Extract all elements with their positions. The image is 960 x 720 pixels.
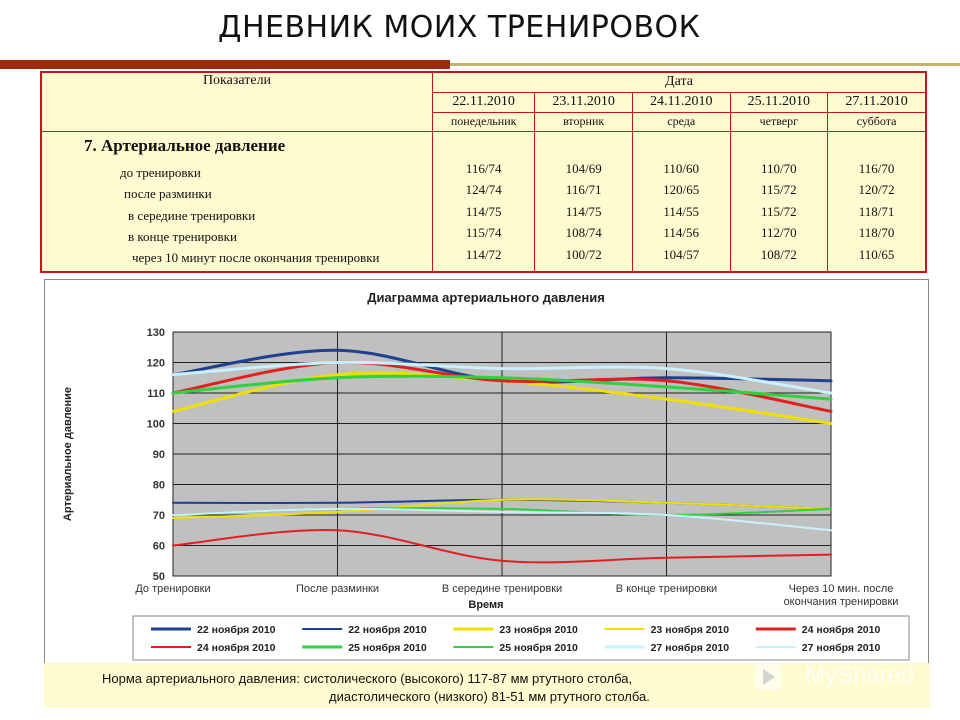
- values-column: 104/69 116/71 114/75 108/74 100/72: [534, 130, 633, 273]
- bp-value: 108/72: [760, 246, 797, 262]
- x-axis-label: Время: [468, 599, 503, 611]
- row-label: в конце тренировки: [128, 228, 237, 244]
- page-title: ДНЕВНИК МОИХ ТРЕНИРОВОК: [218, 10, 701, 45]
- bp-value: 108/74: [565, 225, 602, 240]
- y-tick-label: 70: [153, 510, 165, 522]
- date-cell: 22.11.2010: [431, 91, 536, 113]
- bp-value: 104/57: [663, 246, 700, 262]
- series-line-6: [171, 374, 833, 401]
- bp-value: 115/72: [761, 203, 797, 219]
- legend-label: 24 ноября 2010: [802, 624, 881, 636]
- y-axis-label: Артериальное давление: [62, 387, 74, 521]
- training-table: Показатели Дата 22.11.2010 23.11.2010 24…: [40, 71, 927, 273]
- legend-label: 25 ноября 2010: [499, 642, 578, 654]
- x-tick-label: В конце тренировки: [616, 583, 717, 595]
- bp-value: 114/75: [565, 203, 602, 219]
- bp-chart: Диаграмма артериального давления 50 60 70 80…: [62, 290, 910, 661]
- day-cell: суббота: [827, 111, 927, 132]
- chart-panel: Диаграмма артериального давления 50 60 70 80…: [44, 279, 929, 664]
- row-label: в середине тренировки: [128, 207, 256, 223]
- legend-box: [132, 615, 910, 661]
- date-cell: 25.11.2010: [729, 91, 829, 113]
- bp-value: 120/65: [663, 182, 700, 197]
- watermark-text: MyShared: [805, 662, 915, 689]
- header-indicators-label: Показатели: [202, 73, 272, 88]
- legend-label: 27 ноября 2010: [651, 642, 730, 654]
- legend-label: 23 ноября 2010: [499, 624, 578, 636]
- title-rule-light: [450, 63, 960, 66]
- legend-label: 24 ноября 2010: [197, 642, 276, 654]
- bp-value: 120/72: [858, 182, 895, 197]
- title-rule-dark: [0, 60, 450, 69]
- legend-label: 22 ноября 2010: [348, 624, 427, 636]
- bp-value: 116/74: [465, 160, 502, 176]
- note-line-2: диастолического (низкого) 81-51 мм ртутн…: [329, 689, 650, 704]
- series-line-5: [172, 528, 832, 564]
- values-column: 110/60 120/65 114/55 114/56 104/57: [631, 130, 731, 273]
- bp-value: 110/60: [663, 160, 700, 176]
- bp-value: 115/74: [465, 225, 502, 240]
- x-tick-label: После разминки: [296, 583, 379, 595]
- header-indicators: Показатели: [40, 71, 433, 132]
- section-label-cell: 7. Артериальное давление до тренировки п…: [40, 130, 433, 273]
- y-tick-label: 100: [147, 419, 165, 431]
- date-cell: 23.11.2010: [534, 91, 633, 113]
- chart-title: Диаграмма артериального давления: [367, 290, 605, 305]
- y-tick-label: 130: [147, 327, 165, 339]
- y-tick-label: 80: [153, 480, 165, 492]
- legend-label: 23 ноября 2010: [651, 624, 730, 636]
- x-tick-label: До тренировки: [135, 583, 210, 595]
- note-panel: Норма артериального давления: систоличес…: [44, 663, 930, 708]
- bp-value: 112/70: [761, 225, 797, 240]
- bp-value: 114/56: [663, 225, 700, 240]
- watermark-logo: [755, 664, 781, 690]
- bp-value: 104/69: [565, 160, 602, 176]
- values-column: 110/70 115/72 115/72 112/70 108/72: [729, 130, 829, 273]
- day-cell: среда: [631, 111, 731, 132]
- y-tick-label: 60: [153, 541, 165, 553]
- day-cell: четверг: [729, 111, 829, 132]
- y-tick-label: 50: [153, 571, 165, 583]
- bp-value: 118/71: [858, 203, 895, 219]
- y-tick-label: 90: [153, 449, 165, 461]
- x-tick-label-cont: окончания тренировки: [784, 596, 899, 608]
- day-cell: понедельник: [431, 111, 536, 132]
- x-tick-label: Через 10 мин. после: [789, 583, 894, 595]
- legend-label: 25 ноября 2010: [348, 642, 427, 654]
- legend-label: 27 ноября 2010: [802, 642, 881, 654]
- row-label: после разминки: [124, 185, 212, 201]
- date-cell: 27.11.2010: [827, 91, 927, 113]
- legend-label: 22 ноября 2010: [197, 624, 276, 636]
- bp-value: 114/55: [663, 203, 700, 219]
- x-tick-label: В середине тренировки: [442, 583, 562, 595]
- bp-value: 110/65: [858, 246, 895, 262]
- bp-value: 110/70: [761, 160, 797, 176]
- day-cell: вторник: [534, 111, 633, 132]
- values-column: 116/74 124/74 114/75 115/74 114/72: [431, 130, 536, 273]
- bp-value: 118/70: [858, 225, 895, 240]
- date-cell: 24.11.2010: [631, 91, 731, 113]
- bp-value: 114/72: [465, 246, 502, 262]
- values-column: 116/70 120/72 118/71 118/70 110/65: [827, 130, 927, 273]
- series-line-3: [172, 498, 832, 520]
- header-date: Дата: [432, 71, 927, 93]
- series-line-9: [172, 507, 832, 532]
- y-tick-label: 110: [147, 388, 165, 400]
- bp-value: 116/70: [858, 160, 895, 176]
- series-line-4: [171, 360, 833, 413]
- bp-value: 116/71: [565, 182, 602, 197]
- y-tick-label: 120: [147, 358, 165, 370]
- note-line-1: Норма артериального давления: систоличес…: [102, 671, 633, 686]
- row-label: до тренировки: [120, 164, 201, 180]
- row-label: через 10 минут после окончания тренировк…: [132, 249, 380, 265]
- bp-value: 115/72: [761, 182, 797, 197]
- section-title: 7. Артериальное давление: [84, 135, 286, 155]
- bp-value: 124/74: [465, 182, 502, 197]
- bp-value: 114/75: [465, 203, 502, 219]
- series-line-8: [171, 360, 833, 395]
- bp-value: 100/72: [565, 246, 602, 262]
